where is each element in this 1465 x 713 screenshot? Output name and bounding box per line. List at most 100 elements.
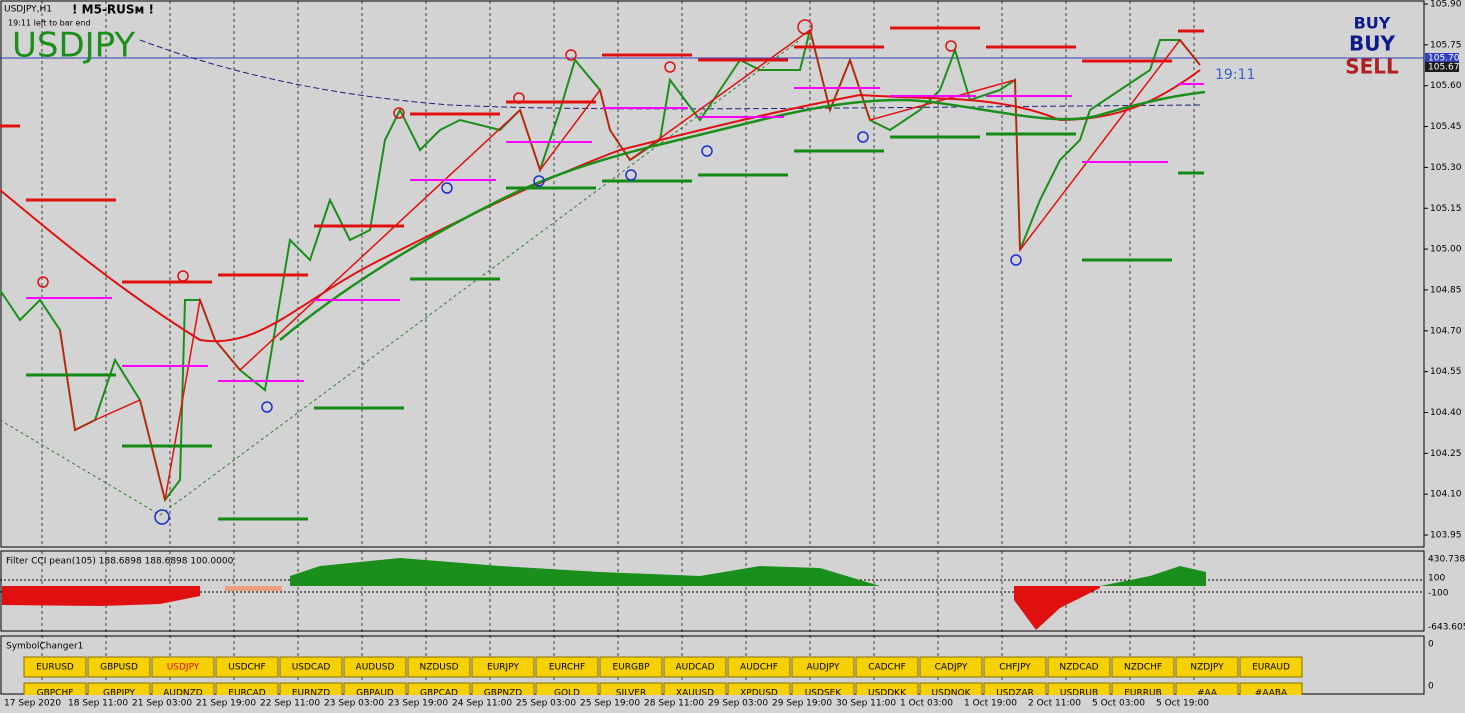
buy-small-button[interactable]: BUY	[1354, 14, 1391, 33]
symbol-button-label[interactable]: CHFJPY	[999, 663, 1031, 673]
symbol-button-label[interactable]: NZDJPY	[1190, 663, 1224, 673]
trend-line	[0, 39, 801, 516]
symbol-button-label[interactable]: EURUSD	[36, 663, 74, 673]
symbol-button-label[interactable]: GBPUSD	[100, 663, 138, 673]
symbol-button-label[interactable]: AUDCHF	[740, 663, 778, 673]
symbol-button[interactable]	[855, 656, 919, 678]
sell-button[interactable]: SELL	[1345, 55, 1399, 79]
signal-markers	[37, 19, 1022, 525]
symbol-button-label[interactable]: AUDNZD	[163, 689, 203, 699]
symbol-button-label[interactable]: CADCHF	[868, 663, 906, 673]
time-axis-bg	[0, 695, 1465, 713]
indicator-name: ! M5-RUSм !	[72, 3, 154, 17]
symbol-button-label[interactable]: #AABA	[1255, 689, 1288, 699]
indicator-axis-label: -643.605	[1428, 623, 1465, 633]
symbol-button[interactable]	[215, 656, 279, 678]
symbol-button-label[interactable]: AUDJPY	[806, 663, 840, 673]
time-label: 5 Oct 19:00	[1156, 699, 1209, 709]
symbol-button[interactable]	[535, 656, 599, 678]
indicator-axis-label: 100	[1428, 574, 1445, 584]
symbol-button-label[interactable]: EURNZD	[292, 689, 330, 699]
symbol-button[interactable]	[791, 656, 855, 678]
symbol-button-label[interactable]: AUDUSD	[356, 663, 395, 673]
symbol-button[interactable]	[407, 656, 471, 678]
time-label: 25 Sep 19:00	[580, 699, 640, 709]
symbol-button-label[interactable]: EURAUD	[1252, 663, 1290, 673]
symbol-button-label[interactable]: AUDCAD	[675, 663, 714, 673]
symbol-button-label[interactable]: EURCAD	[228, 689, 266, 699]
symbol-button-label[interactable]: GOLD	[554, 689, 580, 699]
time-label: 28 Sep 11:00	[644, 699, 704, 709]
symbol-button[interactable]	[1111, 656, 1175, 678]
time-label: 23 Sep 03:00	[324, 699, 384, 709]
symbol-button[interactable]	[471, 656, 535, 678]
pivot-levels	[26, 83, 1204, 382]
symbol-button[interactable]	[663, 656, 727, 678]
symbol-button[interactable]	[23, 656, 87, 678]
ma-long	[139, 39, 1201, 110]
symbol-button-label[interactable]: #AA	[1197, 689, 1218, 699]
symbol-button[interactable]	[919, 656, 983, 678]
price-label: 105.75	[1430, 40, 1462, 50]
symbol-button[interactable]	[983, 656, 1047, 678]
cci-weak	[225, 586, 282, 591]
symbol-button[interactable]	[279, 656, 343, 678]
time-label: 23 Sep 19:00	[388, 699, 448, 709]
symbol-button-label[interactable]: USDRUB	[1060, 689, 1098, 699]
price-label: 105.90	[1430, 0, 1462, 10]
symbol-button-label[interactable]: NZDCAD	[1059, 663, 1098, 673]
indicator-axis-label: 430.7388	[1428, 555, 1465, 565]
time-label: 22 Sep 11:00	[260, 699, 320, 709]
time-label: 18 Sep 11:00	[68, 699, 128, 709]
symbol-button-label[interactable]: GBPJPY	[103, 689, 135, 699]
buy-button[interactable]: BUY	[1349, 32, 1395, 56]
symbol-button-label[interactable]: SILVER	[616, 689, 647, 699]
symbol-button-label[interactable]: GBPNZD	[484, 689, 522, 699]
symbol-button-label[interactable]: GBPAUD	[356, 689, 394, 699]
symbol-button-label[interactable]: USDNOK	[932, 689, 972, 699]
symbol-button-label[interactable]: EURGBP	[612, 663, 650, 673]
time-label: 30 Sep 11:00	[836, 699, 896, 709]
changer-axis-label: 0	[1428, 682, 1434, 692]
symbol-button[interactable]	[343, 656, 407, 678]
symbol-button[interactable]	[727, 656, 791, 678]
symbol-button[interactable]	[599, 656, 663, 678]
time-label: 17 Sep 2020	[4, 699, 61, 709]
symbol-button-label[interactable]: USDSEK	[805, 689, 843, 699]
price-label: 104.85	[1430, 285, 1462, 295]
symbol-button-label[interactable]: USDZAR	[996, 689, 1034, 699]
price-label: 105.60	[1430, 81, 1462, 91]
symbol-button-label[interactable]: GBPCAD	[420, 689, 458, 699]
bid-label: 105.70	[1428, 54, 1460, 64]
symbol-button-label[interactable]: EURRUB	[1124, 689, 1162, 699]
symbol-button-label[interactable]: XAUUSD	[676, 689, 714, 699]
time-label: 21 Sep 03:00	[132, 699, 192, 709]
symbol-button[interactable]	[1047, 656, 1111, 678]
price-label: 105.00	[1430, 245, 1462, 255]
price-axis: 105.90 105.75 105.60 105.45 105.30 105.15 105.…	[1424, 0, 1462, 541]
symbol-button-label[interactable]: USDCAD	[292, 663, 331, 673]
symbol-button-label[interactable]: GBPCHF	[37, 689, 74, 699]
changer-axis-label: 0	[1428, 640, 1434, 650]
symbol-button-label[interactable]: XPDUSD	[740, 689, 778, 699]
symbol-button[interactable]	[1175, 656, 1239, 678]
symbol-button[interactable]	[151, 656, 215, 678]
indicator-axis: 430.7388 100 -100 -643.605	[1428, 555, 1465, 633]
symbol-button[interactable]	[1239, 656, 1303, 678]
time-label: 29 Sep 03:00	[708, 699, 768, 709]
symbol-button-label[interactable]: EURJPY	[487, 663, 519, 673]
symbol-button-label[interactable]: USDCHF	[228, 663, 265, 673]
indicator-title: Filter CCI pean(105) 188.6898 188.6898 1…	[6, 557, 234, 567]
ma-green	[279, 90, 1206, 341]
symbol-button[interactable]	[87, 656, 151, 678]
time-label: 5 Oct 03:00	[1092, 699, 1145, 709]
symbol-button-label[interactable]: EURCHF	[549, 663, 585, 673]
symbol-button-label[interactable]: USDDKK	[868, 689, 907, 699]
symbol-button-label[interactable]: NZDCHF	[1124, 663, 1162, 673]
symbol-button-label[interactable]: USDJPY	[167, 663, 200, 673]
bid-box	[1425, 53, 1459, 63]
symbol-button-label[interactable]: CADJPY	[935, 663, 968, 673]
symbol-button-label[interactable]: NZDUSD	[419, 663, 458, 673]
